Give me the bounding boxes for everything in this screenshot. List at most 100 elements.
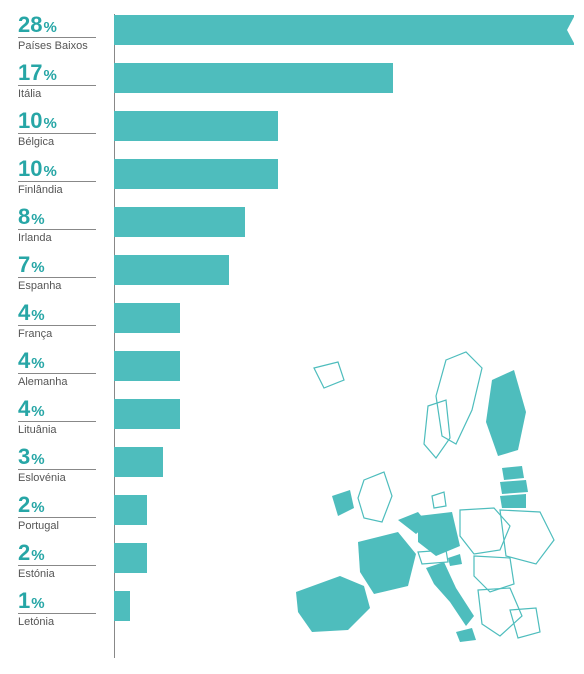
bar-area (114, 158, 574, 189)
label-divider (18, 517, 96, 518)
bar-area (114, 206, 574, 237)
label-block: 1% Letónia (18, 590, 114, 628)
value-number: 8 (18, 204, 30, 229)
bar-area (114, 110, 574, 141)
bar-row: 8% Irlanda (18, 206, 574, 254)
label-divider (18, 613, 96, 614)
country-name: Itália (18, 88, 108, 100)
bar-row: 7% Espanha (18, 254, 574, 302)
country-name: Finlândia (18, 184, 108, 196)
value-number: 10 (18, 108, 42, 133)
value-text: 2% (18, 494, 108, 516)
percent-sign: % (31, 547, 44, 564)
percent-sign: % (31, 259, 44, 276)
percent-sign: % (31, 499, 44, 516)
label-divider (18, 133, 96, 134)
label-block: 17% Itália (18, 62, 114, 100)
country-name: Bélgica (18, 136, 108, 148)
value-text: 8% (18, 206, 108, 228)
value-text: 17% (18, 62, 108, 84)
percent-sign: % (31, 211, 44, 228)
bar-chart: 28%Países Baixos17%Itália10%Bélgica10%Fi… (0, 0, 584, 674)
bar (114, 207, 245, 237)
value-number: 10 (18, 156, 42, 181)
europe-map (278, 340, 578, 660)
label-divider (18, 325, 96, 326)
value-number: 28 (18, 12, 42, 37)
value-text: 4% (18, 302, 108, 324)
value-text: 28% (18, 14, 108, 36)
percent-sign: % (31, 307, 44, 324)
bar (114, 543, 147, 573)
percent-sign: % (31, 451, 44, 468)
label-divider (18, 421, 96, 422)
value-text: 4% (18, 350, 108, 372)
label-block: 10% Finlândia (18, 158, 114, 196)
bar (114, 303, 180, 333)
bar (114, 351, 180, 381)
value-number: 17 (18, 60, 42, 85)
label-block: 10% Bélgica (18, 110, 114, 148)
country-name: Lituânia (18, 424, 108, 436)
bar-area (114, 254, 574, 285)
value-number: 4 (18, 348, 30, 373)
bar-area (114, 62, 574, 93)
label-block: 2% Estónia (18, 542, 114, 580)
value-text: 4% (18, 398, 108, 420)
bar (114, 111, 278, 141)
value-number: 2 (18, 540, 30, 565)
bar (114, 15, 574, 45)
label-block: 7% Espanha (18, 254, 114, 292)
bar (114, 159, 278, 189)
label-block: 4%França (18, 302, 114, 340)
value-number: 7 (18, 252, 30, 277)
label-divider (18, 469, 96, 470)
bar-row: 17% Itália (18, 62, 574, 110)
percent-sign: % (31, 595, 44, 612)
percent-sign: % (43, 115, 56, 132)
value-text: 3% (18, 446, 108, 468)
label-divider (18, 277, 96, 278)
value-text: 7% (18, 254, 108, 276)
label-block: 4% Alemanha (18, 350, 114, 388)
label-divider (18, 37, 96, 38)
label-block: 2% Portugal (18, 494, 114, 532)
label-divider (18, 565, 96, 566)
value-number: 2 (18, 492, 30, 517)
value-text: 2% (18, 542, 108, 564)
percent-sign: % (43, 67, 56, 84)
bar-area (114, 14, 574, 45)
label-divider (18, 85, 96, 86)
bar-row: 28% Países Baixos (18, 14, 574, 62)
label-block: 8% Irlanda (18, 206, 114, 244)
country-name: Espanha (18, 280, 108, 292)
bar (114, 399, 180, 429)
country-name: Eslovénia (18, 472, 108, 484)
value-number: 1 (18, 588, 30, 613)
bar (114, 63, 393, 93)
country-name: Letónia (18, 616, 108, 628)
value-number: 4 (18, 300, 30, 325)
percent-sign: % (31, 403, 44, 420)
bar (114, 255, 229, 285)
country-name: Alemanha (18, 376, 108, 388)
country-name: Estónia (18, 568, 108, 580)
bar-row: 10% Finlândia (18, 158, 574, 206)
country-name: Irlanda (18, 232, 108, 244)
value-text: 10% (18, 158, 108, 180)
bar-row: 10% Bélgica (18, 110, 574, 158)
percent-sign: % (31, 355, 44, 372)
value-number: 3 (18, 444, 30, 469)
bar (114, 447, 163, 477)
label-divider (18, 181, 96, 182)
percent-sign: % (43, 19, 56, 36)
bar (114, 591, 130, 621)
label-divider (18, 229, 96, 230)
label-divider (18, 373, 96, 374)
label-block: 4% Lituânia (18, 398, 114, 436)
percent-sign: % (43, 163, 56, 180)
bar (114, 495, 147, 525)
country-name: Países Baixos (18, 40, 108, 52)
value-number: 4 (18, 396, 30, 421)
country-name: Portugal (18, 520, 108, 532)
